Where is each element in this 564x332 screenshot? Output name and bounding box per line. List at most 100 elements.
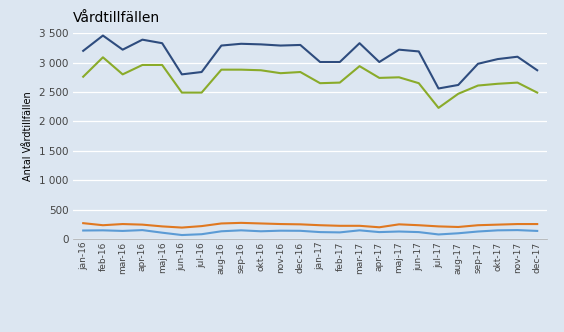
Totalt — [159, 41, 166, 45]
Primärvård — [179, 233, 186, 237]
Psykiatri — [179, 225, 186, 229]
Somatik — [238, 68, 245, 72]
Psykiatri — [159, 224, 166, 228]
Somatik — [336, 81, 343, 85]
Psykiatri — [80, 221, 87, 225]
Totalt — [257, 42, 264, 46]
Primärvård — [475, 229, 482, 233]
Primärvård — [238, 228, 245, 232]
Somatik — [356, 64, 363, 68]
Psykiatri — [238, 221, 245, 225]
Psykiatri — [336, 224, 343, 228]
Somatik — [99, 55, 106, 59]
Primärvård — [396, 229, 403, 233]
Primärvård — [257, 229, 264, 233]
Psykiatri — [99, 223, 106, 227]
Psykiatri — [396, 222, 403, 226]
Somatik — [317, 81, 324, 85]
Totalt — [376, 60, 382, 64]
Somatik — [376, 76, 382, 80]
Psykiatri — [435, 224, 442, 228]
Somatik — [159, 63, 166, 67]
Psykiatri — [277, 222, 284, 226]
Primärvård — [514, 228, 521, 232]
Psykiatri — [139, 223, 146, 227]
Line: Primärvård: Primärvård — [83, 230, 537, 235]
Somatik — [297, 70, 304, 74]
Totalt — [99, 34, 106, 38]
Primärvård — [159, 231, 166, 235]
Psykiatri — [218, 221, 224, 225]
Psykiatri — [494, 223, 501, 227]
Primärvård — [317, 230, 324, 234]
Primärvård — [99, 228, 106, 232]
Somatik — [139, 63, 146, 67]
Somatik — [475, 84, 482, 88]
Psykiatri — [455, 225, 462, 229]
Totalt — [415, 49, 422, 53]
Totalt — [120, 48, 126, 52]
Primärvård — [356, 228, 363, 232]
Primärvård — [80, 228, 87, 232]
Totalt — [218, 43, 224, 47]
Totalt — [514, 55, 521, 59]
Primärvård — [435, 232, 442, 236]
Psykiatri — [199, 224, 205, 228]
Somatik — [415, 81, 422, 85]
Psykiatri — [317, 223, 324, 227]
Somatik — [514, 81, 521, 85]
Somatik — [455, 92, 462, 96]
Primärvård — [534, 229, 540, 233]
Totalt — [199, 70, 205, 74]
Primärvård — [277, 229, 284, 233]
Somatik — [179, 91, 186, 95]
Somatik — [257, 68, 264, 72]
Somatik — [277, 71, 284, 75]
Totalt — [396, 48, 403, 52]
Line: Somatik: Somatik — [83, 57, 537, 108]
Totalt — [475, 62, 482, 66]
Somatik — [199, 91, 205, 95]
Psykiatri — [534, 222, 540, 226]
Psykiatri — [514, 222, 521, 226]
Psykiatri — [297, 222, 304, 226]
Totalt — [435, 87, 442, 91]
Line: Totalt: Totalt — [83, 36, 537, 89]
Somatik — [120, 72, 126, 76]
Primärvård — [120, 229, 126, 233]
Line: Psykiatri: Psykiatri — [83, 223, 537, 227]
Totalt — [455, 83, 462, 87]
Totalt — [139, 38, 146, 42]
Totalt — [317, 60, 324, 64]
Primärvård — [297, 229, 304, 233]
Primärvård — [336, 230, 343, 234]
Totalt — [238, 42, 245, 46]
Primärvård — [376, 230, 382, 234]
Psykiatri — [120, 222, 126, 226]
Primärvård — [139, 228, 146, 232]
Primärvård — [494, 228, 501, 232]
Primärvård — [415, 230, 422, 234]
Somatik — [494, 82, 501, 86]
Somatik — [435, 106, 442, 110]
Somatik — [396, 75, 403, 79]
Primärvård — [199, 232, 205, 236]
Psykiatri — [376, 225, 382, 229]
Totalt — [277, 43, 284, 47]
Primärvård — [455, 231, 462, 235]
Psykiatri — [257, 221, 264, 225]
Text: Vårdtillfällen: Vårdtillfällen — [73, 11, 160, 25]
Y-axis label: Antal Vårdtillfällen: Antal Vårdtillfällen — [23, 91, 33, 181]
Totalt — [356, 41, 363, 45]
Somatik — [218, 68, 224, 72]
Psykiatri — [415, 223, 422, 227]
Somatik — [80, 75, 87, 79]
Primärvård — [218, 229, 224, 233]
Totalt — [534, 68, 540, 72]
Psykiatri — [475, 223, 482, 227]
Somatik — [534, 91, 540, 95]
Totalt — [179, 72, 186, 76]
Totalt — [297, 43, 304, 47]
Totalt — [336, 60, 343, 64]
Totalt — [80, 49, 87, 53]
